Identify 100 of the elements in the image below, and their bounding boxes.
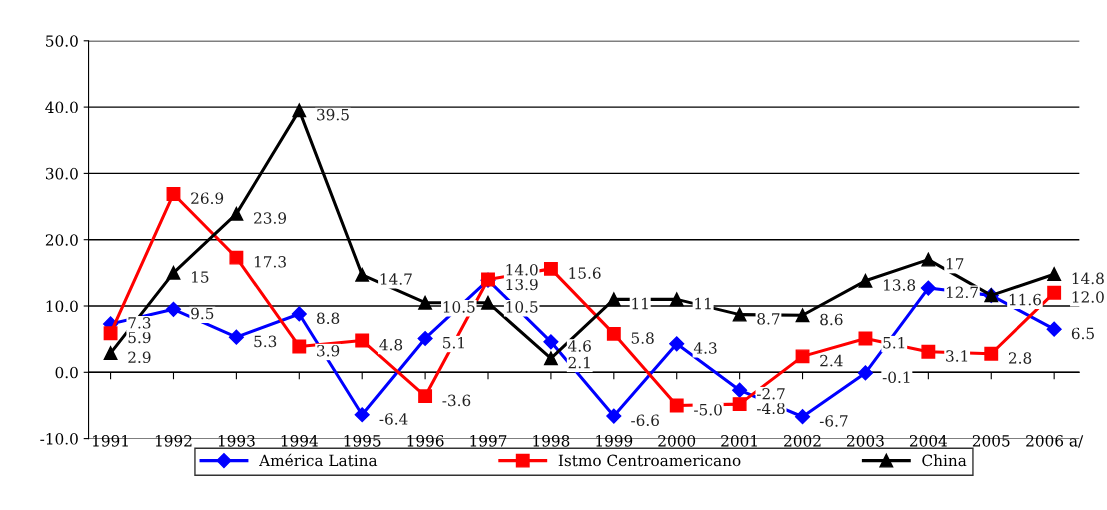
data-label: 11.6 xyxy=(1009,293,1041,306)
x-tick-label: 2003 xyxy=(847,435,884,447)
data-label: 15.6 xyxy=(569,267,601,279)
x-tick-label: 2000 xyxy=(658,435,696,447)
data-label: 4.8 xyxy=(379,338,403,351)
data-label: 5.1 xyxy=(883,336,905,349)
point xyxy=(292,103,307,118)
point xyxy=(166,265,181,280)
y-tick-label: 30.0 xyxy=(45,167,78,180)
x-tick-label: 2002 xyxy=(784,435,821,447)
point xyxy=(984,346,999,361)
data-label: 5.3 xyxy=(254,335,277,348)
x-tick-label: 1999 xyxy=(596,435,633,447)
data-label: 11 xyxy=(632,297,648,310)
x-tick-label: 1991 xyxy=(93,435,128,447)
point xyxy=(732,382,748,398)
x-tick-label: 1995 xyxy=(344,435,381,447)
data-label: 17.3 xyxy=(254,256,286,268)
data-label: 10.5 xyxy=(506,301,538,313)
y-tick-label: 40.0 xyxy=(45,101,78,114)
point xyxy=(103,326,118,341)
x-tick-label: 1993 xyxy=(218,435,255,447)
data-label: 2.8 xyxy=(1008,352,1032,364)
y-tick-label: 50.0 xyxy=(46,35,78,47)
data-label: -0.1 xyxy=(882,371,910,383)
data-label: 23.9 xyxy=(254,212,287,224)
legend-label: Istmo Centroamericano xyxy=(558,454,741,467)
data-label: 12.0 xyxy=(1072,291,1104,303)
point xyxy=(794,409,811,425)
point xyxy=(292,339,307,354)
point xyxy=(795,308,810,323)
y-tick-label: 0.0 xyxy=(55,366,78,379)
point xyxy=(543,351,558,366)
point xyxy=(795,349,810,364)
point xyxy=(418,389,433,404)
data-label: 5.1 xyxy=(443,336,464,349)
data-label: 7.3 xyxy=(128,317,151,329)
data-label: 2.4 xyxy=(820,354,843,367)
point xyxy=(669,398,684,413)
point xyxy=(858,273,873,288)
point xyxy=(1047,285,1062,300)
data-label: 8.6 xyxy=(820,313,843,326)
data-label: -6.4 xyxy=(379,413,408,425)
point xyxy=(481,295,495,310)
legend-label: China xyxy=(922,454,967,467)
point xyxy=(1047,267,1062,282)
data-label: 4.3 xyxy=(693,342,717,354)
point xyxy=(857,365,874,381)
data-label: -2.7 xyxy=(756,387,785,400)
x-tick-label: 2005 xyxy=(972,435,1010,447)
point xyxy=(1046,321,1062,337)
x-tick-label: 2006 a/ xyxy=(1026,435,1084,448)
data-label: 9.5 xyxy=(191,307,214,320)
point xyxy=(417,330,433,347)
data-label: 10.5 xyxy=(443,301,475,313)
legend-label: América Latina xyxy=(259,453,378,467)
point xyxy=(418,295,433,310)
data-label: 12.7 xyxy=(946,286,978,299)
x-tick-label: 1992 xyxy=(155,435,192,447)
point xyxy=(732,397,747,412)
point xyxy=(355,333,370,348)
x-tick-label: 1996 xyxy=(407,435,444,447)
data-label: 3.1 xyxy=(946,350,968,362)
point xyxy=(166,187,181,201)
data-label: 39.5 xyxy=(317,108,349,121)
data-label: 14.8 xyxy=(1072,272,1104,285)
data-label: 11 xyxy=(695,297,711,310)
y-tick-label: -10.0 xyxy=(40,433,78,445)
point xyxy=(921,344,936,359)
data-label: 13.8 xyxy=(883,279,916,291)
data-label: -4.8 xyxy=(756,402,785,415)
x-tick-label: 2004 xyxy=(909,435,948,447)
x-tick-label: 1998 xyxy=(533,435,570,447)
point xyxy=(355,267,370,282)
data-label: 8.8 xyxy=(316,312,340,324)
y-tick-label: 20.0 xyxy=(45,234,78,246)
point xyxy=(543,334,559,350)
point xyxy=(920,280,936,296)
data-label: -6.7 xyxy=(819,415,848,427)
point xyxy=(732,307,747,322)
data-label: 2.9 xyxy=(128,351,151,364)
data-label: 5.9 xyxy=(128,331,151,344)
point xyxy=(228,329,244,345)
point xyxy=(354,407,370,423)
data-label: 14.0 xyxy=(506,263,538,276)
point xyxy=(165,301,182,317)
data-label: -6.6 xyxy=(631,414,659,427)
point xyxy=(669,336,685,352)
x-tick-label: 1997 xyxy=(470,435,507,447)
data-label: 17 xyxy=(946,258,964,270)
data-label: -5.0 xyxy=(694,403,722,416)
point xyxy=(606,408,622,424)
point xyxy=(669,292,684,307)
point xyxy=(229,206,244,221)
data-label: 26.9 xyxy=(191,192,224,204)
data-label: -3.6 xyxy=(442,394,471,407)
data-label: 8.7 xyxy=(757,313,780,325)
data-label: 15 xyxy=(192,271,209,283)
y-tick-label: 10.0 xyxy=(46,300,78,313)
point xyxy=(229,250,244,265)
